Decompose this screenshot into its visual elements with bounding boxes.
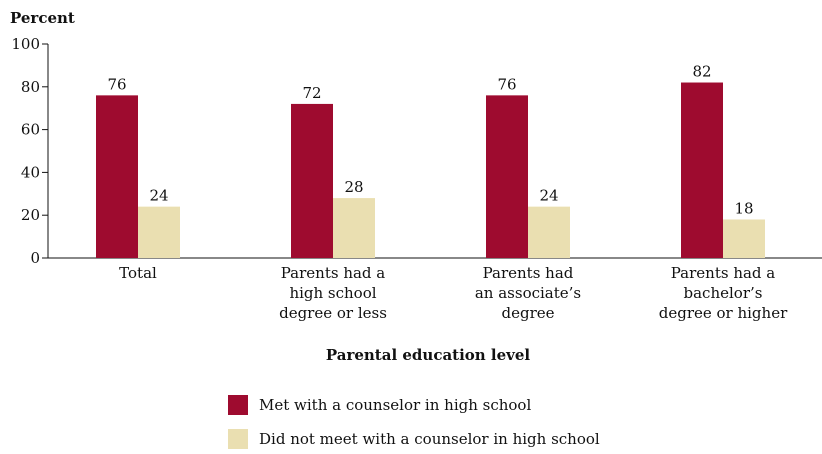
x-axis-label: Parental education level [326,346,531,364]
bar-did-not-meet-counselor [723,219,765,258]
y-tick-label: 20 [21,206,40,224]
y-tick-label: 100 [11,35,40,53]
bar-met-counselor [681,82,723,259]
category-label: Parents had [483,264,574,282]
bar-value-label: 76 [497,75,516,93]
legend-swatch [228,395,248,415]
y-axis-label: Percent [10,9,75,27]
category-label: degree [501,304,554,322]
category-label: degree or less [279,304,387,322]
y-tick-label: 40 [21,163,40,181]
bar-met-counselor [291,103,333,258]
category-label: bachelor’s [684,284,763,302]
bar-value-label: 24 [149,187,168,205]
bar-value-label: 82 [692,63,711,81]
legend-label: Met with a counselor in high school [259,396,531,414]
legend-label: Did not meet with a counselor in high sc… [259,430,600,448]
legend: Met with a counselor in high school Did n… [228,395,600,449]
bar-value-labels: 76 24 72 28 76 24 82 18 [107,63,753,218]
y-tick-label: 60 [21,121,40,139]
legend-swatch [228,429,248,449]
bar-did-not-meet-counselor [528,206,570,258]
y-tick-label: 80 [21,78,40,96]
y-axis-ticks: 0 20 40 60 80 100 [11,35,48,267]
bar-did-not-meet-counselor [333,198,375,258]
category-label: Parents had a [281,264,386,282]
bar-value-label: 28 [344,178,363,196]
category-label: an associate’s [475,284,581,302]
bar-value-label: 76 [107,75,126,93]
bar-value-label: 18 [734,199,753,217]
category-label: degree or higher [659,304,788,322]
category-label: Parents had a [671,264,776,282]
category-label: Total [119,264,157,282]
bar-value-label: 72 [302,84,321,102]
category-labels: Total Parents had a high school degree or l… [119,264,788,322]
bar-met-counselor [96,95,138,258]
bars [96,82,765,259]
y-tick-label: 0 [30,249,40,267]
category-label: high school [289,284,376,302]
bar-value-label: 24 [539,187,558,205]
bar-did-not-meet-counselor [138,206,180,258]
bar-met-counselor [486,95,528,258]
